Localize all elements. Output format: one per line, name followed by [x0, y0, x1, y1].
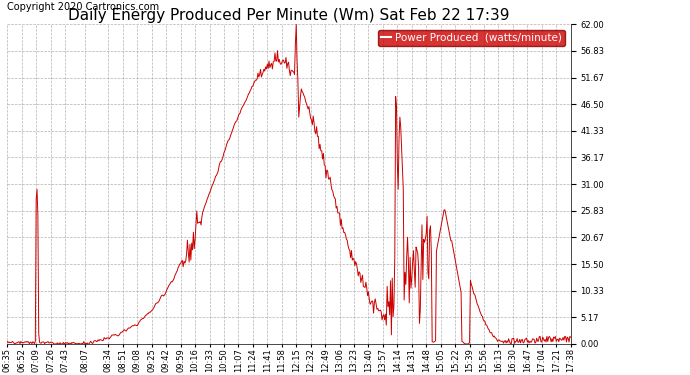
- Title: Daily Energy Produced Per Minute (Wm) Sat Feb 22 17:39: Daily Energy Produced Per Minute (Wm) Sa…: [68, 8, 510, 23]
- Text: Copyright 2020 Cartronics.com: Copyright 2020 Cartronics.com: [8, 2, 159, 12]
- Legend: Power Produced  (watts/minute): Power Produced (watts/minute): [378, 30, 566, 46]
